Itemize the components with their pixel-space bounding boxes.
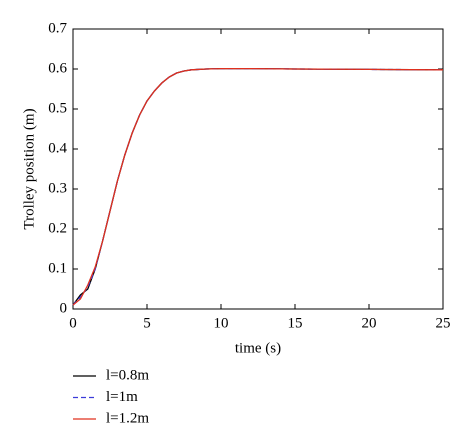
x-tick-label: 25 bbox=[436, 315, 451, 331]
y-tick-label: 0.6 bbox=[48, 60, 67, 76]
y-tick-label: 0.3 bbox=[48, 180, 67, 196]
series-line bbox=[72, 67, 444, 306]
y-tick-label: 0.4 bbox=[48, 140, 67, 156]
series-line bbox=[72, 67, 444, 306]
y-tick-label: 0.7 bbox=[48, 20, 67, 36]
y-tick-label: 0.2 bbox=[48, 220, 67, 236]
y-tick-label: 0.1 bbox=[48, 260, 67, 276]
legend-label: l=0.8m bbox=[106, 367, 149, 383]
x-tick-label: 5 bbox=[143, 315, 151, 331]
x-tick-label: 15 bbox=[288, 315, 303, 331]
x-axis-label: time (s) bbox=[235, 340, 281, 356]
y-axis-label: Trolley position (m) bbox=[21, 108, 37, 229]
y-tick-label: 0 bbox=[60, 300, 68, 316]
x-tick-label: 20 bbox=[362, 315, 377, 331]
legend-label: l=1.2m bbox=[106, 410, 149, 426]
legend-label: l=1m bbox=[106, 389, 138, 405]
x-tick-label: 10 bbox=[214, 315, 229, 331]
y-tick-label: 0.5 bbox=[48, 100, 67, 116]
series-line bbox=[72, 67, 444, 306]
plot-frame bbox=[72, 28, 444, 310]
x-tick-label: 0 bbox=[69, 315, 77, 331]
